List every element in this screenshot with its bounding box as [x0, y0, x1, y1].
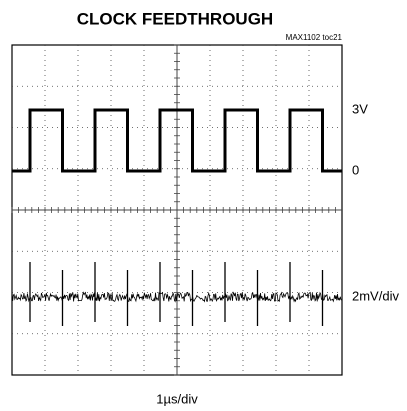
chart-title: CLOCK FEEDTHROUGH [77, 9, 273, 28]
clock-trace [12, 108, 342, 173]
chart-note: MAX1102 toc21 [286, 33, 343, 42]
x-label: 1µs/div [156, 391, 198, 406]
trace-label: 2mV/div [352, 288, 399, 303]
trace-label: 0 [352, 162, 359, 177]
trace-label: 3V [352, 101, 368, 116]
noise-trace [11, 291, 342, 303]
